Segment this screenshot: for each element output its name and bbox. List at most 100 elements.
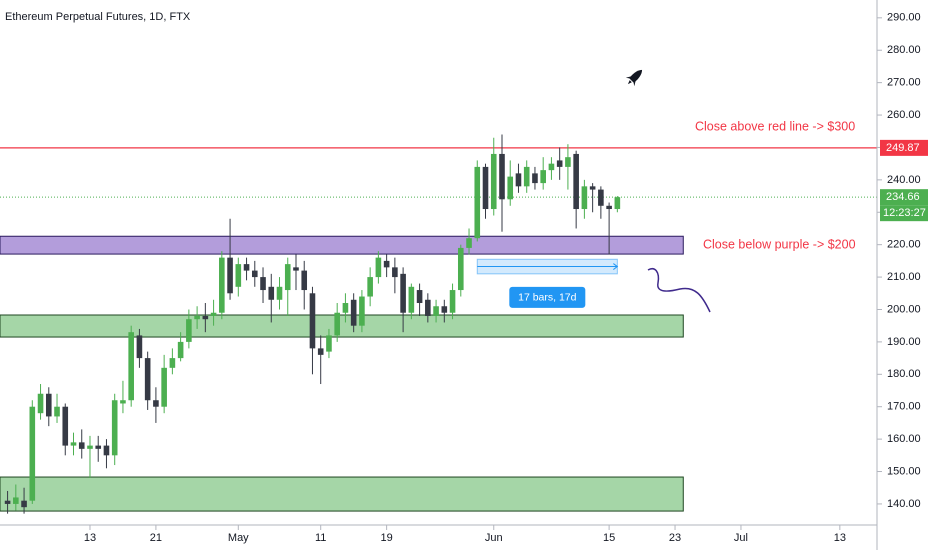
candle-body	[136, 335, 143, 359]
candle-body	[251, 270, 258, 278]
candle-body	[334, 312, 340, 336]
candle-body	[186, 319, 192, 342]
candle-body	[400, 273, 406, 313]
x-tick-label: 23	[669, 532, 681, 544]
price-label: 249.87	[886, 142, 920, 154]
candle-body	[235, 264, 242, 287]
candle-body	[169, 358, 176, 368]
candle-body	[581, 186, 588, 210]
candle-body	[13, 497, 19, 504]
measure-label: 17 bars, 17d	[518, 292, 577, 304]
candle-body	[606, 205, 612, 210]
candle-body	[359, 296, 365, 326]
x-tick-label: 15	[603, 532, 615, 544]
candle-body	[449, 290, 456, 313]
x-tick-label: 21	[150, 532, 162, 544]
annotation: Close above red line -> $300	[695, 119, 855, 133]
countdown-box	[880, 205, 928, 222]
candle-body	[21, 500, 27, 508]
candle-body	[37, 393, 44, 414]
sketch-line	[647, 268, 711, 313]
candle-body	[4, 500, 11, 504]
candle-body	[507, 176, 514, 200]
x-tick-label: 19	[381, 532, 393, 544]
candle-body	[62, 406, 69, 446]
candle-body	[532, 173, 538, 184]
x-tick-label: Jun	[485, 532, 503, 544]
candle-body	[120, 400, 126, 404]
candle-body	[375, 257, 382, 278]
candle-body	[210, 312, 217, 316]
y-tick-label: 270.00	[887, 77, 921, 89]
measure-label-box	[509, 286, 586, 308]
candle-body	[540, 170, 546, 184]
candle-body	[87, 445, 93, 449]
candle-body	[408, 286, 415, 313]
candle-body	[614, 197, 621, 210]
y-tick-label: 260.00	[887, 109, 921, 121]
candle-body	[383, 260, 390, 268]
candle-body	[284, 264, 291, 291]
x-tick-label: 13	[84, 532, 96, 544]
y-tick-label: 190.00	[887, 336, 921, 348]
candle-body	[556, 160, 563, 167]
candle-body	[342, 303, 349, 313]
y-tick-label: 280.00	[887, 44, 921, 56]
candle-body	[573, 153, 579, 210]
y-tick-label: 170.00	[887, 401, 921, 413]
y-tick-label: 160.00	[887, 433, 921, 445]
candle-body	[161, 367, 167, 407]
y-tick-label: 210.00	[887, 271, 921, 283]
candle-body	[317, 348, 324, 355]
y-tick-label: 180.00	[887, 368, 921, 380]
countdown-label: 12:23:27	[883, 207, 926, 219]
price-label-box	[880, 189, 928, 206]
candle-body	[466, 238, 472, 248]
candle-body	[177, 341, 184, 359]
candle-body	[95, 445, 102, 449]
candle-body	[490, 153, 497, 210]
candle-body	[276, 286, 283, 300]
price-label: 234.66	[886, 191, 920, 203]
y-tick-label: 290.00	[887, 12, 921, 24]
y-tick-label: 220.00	[887, 239, 921, 251]
x-tick-label: 13	[834, 532, 846, 544]
zone	[0, 314, 684, 338]
candle-body	[523, 166, 530, 187]
candle-body	[70, 442, 77, 446]
candle-body	[350, 299, 357, 326]
candle-body	[433, 306, 439, 316]
measure-arrowhead	[613, 263, 619, 270]
candle-body	[474, 166, 481, 239]
y-tick-label: 240.00	[887, 174, 921, 186]
x-tick-label: Jul	[734, 532, 748, 544]
candle-body	[202, 315, 209, 320]
candle-body	[144, 358, 151, 401]
candle-body	[243, 264, 250, 271]
candle-body	[219, 257, 225, 313]
chart-title: Ethereum Perpetual Futures, 1D, FTX	[5, 11, 191, 23]
candle-body	[457, 247, 464, 291]
candle-body	[425, 299, 431, 316]
y-tick-label: 150.00	[887, 465, 921, 477]
candle-body	[227, 257, 233, 294]
candle-body	[260, 277, 266, 291]
candle-body	[78, 442, 85, 449]
price-label-box	[880, 139, 928, 156]
candle-body	[45, 393, 52, 417]
y-tick-label: 200.00	[887, 303, 921, 315]
candle-body	[548, 163, 555, 171]
candle-body	[499, 153, 505, 200]
candle-body	[565, 157, 571, 167]
candle-body	[515, 173, 522, 187]
candle-body	[194, 315, 200, 320]
candle-body	[392, 267, 398, 278]
candle-body	[103, 445, 110, 456]
rocket-icon	[625, 69, 643, 87]
candle-body	[598, 189, 604, 206]
candle-body	[301, 270, 308, 291]
candle-body	[54, 406, 60, 417]
candle-body	[326, 335, 332, 352]
candle-body	[153, 400, 159, 407]
